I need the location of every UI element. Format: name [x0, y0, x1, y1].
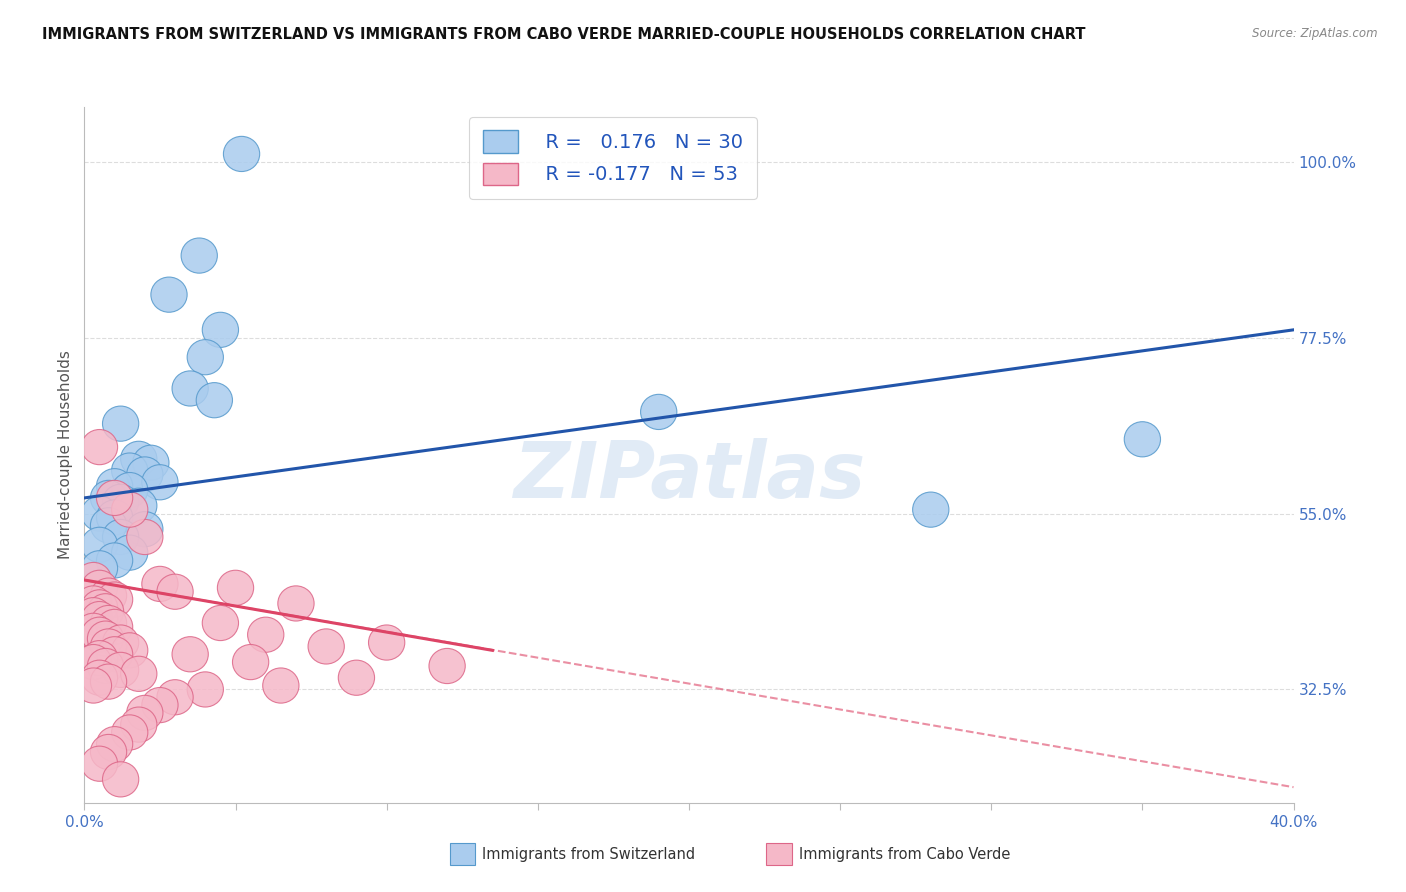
Ellipse shape — [90, 508, 127, 543]
Ellipse shape — [103, 406, 139, 442]
Ellipse shape — [97, 609, 132, 645]
Ellipse shape — [97, 500, 132, 535]
Ellipse shape — [97, 543, 132, 578]
Ellipse shape — [97, 582, 132, 617]
Ellipse shape — [224, 136, 260, 171]
Ellipse shape — [90, 734, 127, 770]
Ellipse shape — [103, 625, 139, 660]
Ellipse shape — [127, 519, 163, 555]
Ellipse shape — [142, 688, 179, 723]
Ellipse shape — [103, 484, 139, 519]
Ellipse shape — [111, 492, 148, 527]
Ellipse shape — [97, 727, 132, 762]
Ellipse shape — [87, 594, 124, 629]
Ellipse shape — [90, 629, 127, 664]
Ellipse shape — [87, 621, 124, 657]
Ellipse shape — [187, 672, 224, 707]
Ellipse shape — [172, 371, 208, 406]
Ellipse shape — [90, 480, 127, 516]
Ellipse shape — [82, 550, 118, 586]
Ellipse shape — [121, 442, 157, 476]
Text: ZIPatlas: ZIPatlas — [513, 438, 865, 514]
Ellipse shape — [82, 601, 118, 637]
Ellipse shape — [82, 430, 118, 465]
Ellipse shape — [82, 570, 118, 606]
Ellipse shape — [172, 637, 208, 672]
Ellipse shape — [76, 613, 111, 648]
Ellipse shape — [247, 617, 284, 652]
Ellipse shape — [368, 625, 405, 660]
Ellipse shape — [111, 535, 148, 570]
Ellipse shape — [97, 468, 132, 504]
Ellipse shape — [76, 668, 111, 703]
Ellipse shape — [76, 563, 111, 598]
Ellipse shape — [82, 590, 118, 625]
Ellipse shape — [121, 707, 157, 742]
Ellipse shape — [82, 527, 118, 563]
Ellipse shape — [90, 578, 127, 613]
Ellipse shape — [429, 648, 465, 683]
Ellipse shape — [82, 617, 118, 652]
Ellipse shape — [103, 519, 139, 555]
Ellipse shape — [111, 632, 148, 668]
Ellipse shape — [82, 660, 118, 695]
Ellipse shape — [121, 488, 157, 524]
Ellipse shape — [111, 714, 148, 750]
Ellipse shape — [82, 746, 118, 781]
Ellipse shape — [103, 652, 139, 688]
Ellipse shape — [181, 238, 218, 273]
Ellipse shape — [76, 586, 111, 621]
Ellipse shape — [202, 312, 239, 347]
Ellipse shape — [308, 629, 344, 664]
Ellipse shape — [111, 453, 148, 488]
Ellipse shape — [127, 695, 163, 731]
Ellipse shape — [82, 640, 118, 676]
Ellipse shape — [82, 496, 118, 531]
Ellipse shape — [97, 637, 132, 672]
Ellipse shape — [90, 606, 127, 640]
Ellipse shape — [197, 383, 232, 417]
Ellipse shape — [111, 473, 148, 508]
Ellipse shape — [157, 574, 193, 609]
Ellipse shape — [912, 492, 949, 527]
Text: Immigrants from Cabo Verde: Immigrants from Cabo Verde — [799, 847, 1010, 862]
Text: IMMIGRANTS FROM SWITZERLAND VS IMMIGRANTS FROM CABO VERDE MARRIED-COUPLE HOUSEHO: IMMIGRANTS FROM SWITZERLAND VS IMMIGRANT… — [42, 27, 1085, 42]
Ellipse shape — [127, 457, 163, 492]
Ellipse shape — [187, 340, 224, 375]
Ellipse shape — [76, 645, 111, 680]
Ellipse shape — [218, 570, 253, 606]
Ellipse shape — [339, 660, 374, 695]
Ellipse shape — [202, 606, 239, 640]
Ellipse shape — [150, 277, 187, 312]
Ellipse shape — [76, 598, 111, 632]
Legend:   R =   0.176   N = 30,   R = -0.177   N = 53: R = 0.176 N = 30, R = -0.177 N = 53 — [470, 117, 756, 199]
Ellipse shape — [157, 680, 193, 714]
Ellipse shape — [127, 512, 163, 547]
Text: Immigrants from Switzerland: Immigrants from Switzerland — [482, 847, 696, 862]
Ellipse shape — [263, 668, 299, 703]
Ellipse shape — [1125, 422, 1160, 457]
Text: Source: ZipAtlas.com: Source: ZipAtlas.com — [1253, 27, 1378, 40]
Ellipse shape — [278, 586, 314, 621]
Ellipse shape — [90, 664, 127, 699]
Ellipse shape — [87, 648, 124, 683]
Ellipse shape — [641, 394, 676, 430]
Ellipse shape — [142, 465, 179, 500]
Y-axis label: Married-couple Households: Married-couple Households — [58, 351, 73, 559]
Ellipse shape — [132, 445, 169, 480]
Ellipse shape — [232, 645, 269, 680]
Ellipse shape — [142, 566, 179, 601]
Ellipse shape — [103, 762, 139, 797]
Ellipse shape — [121, 657, 157, 691]
Ellipse shape — [97, 480, 132, 516]
